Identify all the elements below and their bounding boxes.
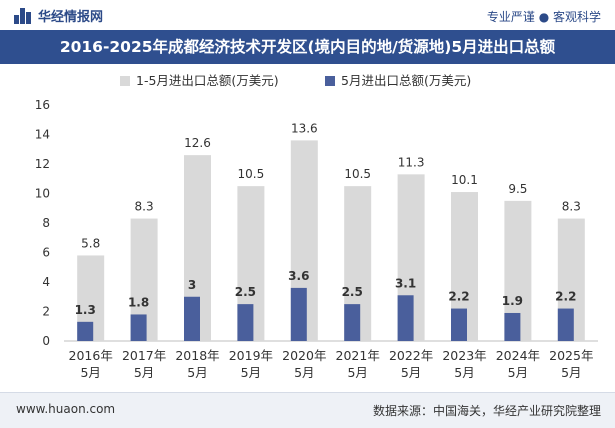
chart-title: 2016-2025年成都经济技术开发区(境内目的地/货源地)5月进出口总额 [0,30,615,64]
data-label-may: 2.2 [555,290,576,304]
data-label-may: 3 [188,278,196,292]
data-source: 数据来源：中国海关，华经产业研究院整理 [372,404,601,418]
data-label-jan-may: 8.3 [135,200,154,214]
x-tick-label: 2016年 5月 [69,348,113,380]
data-label-may: 1.9 [502,294,523,308]
data-label-may: 3.6 [288,269,309,283]
bar-may [557,308,574,341]
x-tick-label: 2017年 5月 [122,348,166,380]
x-tick-label: 2024年 5月 [496,348,540,380]
legend-swatch-1 [120,76,130,86]
x-tick-label: 2023年 5月 [442,348,486,380]
top-bar: 华经情报网 专业严谨 ● 客观科学 [0,0,615,30]
x-tick-label: 2022年 5月 [389,348,433,380]
x-tick-label: 2021年 5月 [336,348,380,380]
x-tick-label: 2025年 5月 [549,348,593,380]
bar-may [451,308,467,341]
data-label-jan-may: 8.3 [562,200,581,214]
y-tick-label: 4 [42,275,50,289]
data-label-jan-may: 12.6 [184,136,211,150]
bar-may [397,295,414,341]
x-tick-label: 2019年 5月 [229,348,273,380]
data-label-jan-may: 9.5 [508,182,527,196]
brand-logo[interactable]: 华经情报网 [14,6,103,25]
data-label-jan-may: 10.5 [344,167,371,181]
footer: www.huaon.com 数据来源：中国海关，华经产业研究院整理 [0,392,615,428]
legend-swatch-2 [325,76,335,86]
bar-may [504,312,521,341]
bar-may [290,287,307,341]
data-label-jan-may: 10.1 [451,173,478,187]
bar-may [344,304,361,341]
y-tick-label: 6 [42,246,50,260]
data-label-may: 2.5 [235,285,256,299]
y-tick-label: 16 [35,98,50,112]
x-tick-label: 2020年 5月 [282,348,326,380]
y-tick-label: 2 [42,305,50,319]
legend-label-2: 5月进出口总额(万美元) [341,73,471,88]
x-tick-label: 2018年 5月 [175,348,219,380]
y-tick-label: 0 [42,334,50,348]
data-label-may: 2.5 [342,285,363,299]
bar-chart-icon [14,7,32,24]
data-label-may: 2.2 [448,290,469,304]
y-tick-label: 10 [35,187,50,201]
data-label-jan-may: 10.5 [238,167,265,181]
bar-may [130,314,147,341]
bar-chart: 1-5月进出口总额(万美元) 5月进出口总额(万美元) 0 2 4 6 8 10 12 14 16 5… [35,73,598,380]
data-label-jan-may: 11.3 [398,155,425,169]
legend-label-1: 1-5月进出口总额(万美元) [136,73,279,88]
data-label-may: 3.1 [395,276,416,290]
y-tick-label: 12 [35,157,50,171]
data-label-jan-may: 5.8 [81,236,100,250]
bar-may [237,304,254,341]
tagline: 专业严谨 ● 客观科学 [486,10,601,24]
y-tick-label: 14 [35,128,50,142]
bar-may [184,296,200,341]
brand-name: 华经情报网 [38,10,104,25]
bar-may [77,321,94,341]
data-label-may: 1.3 [75,303,96,317]
y-tick-label: 8 [42,216,50,230]
data-label-jan-may: 13.6 [291,121,318,135]
footer-url[interactable]: www.huaon.com [16,402,116,416]
data-label-may: 1.8 [128,295,149,309]
